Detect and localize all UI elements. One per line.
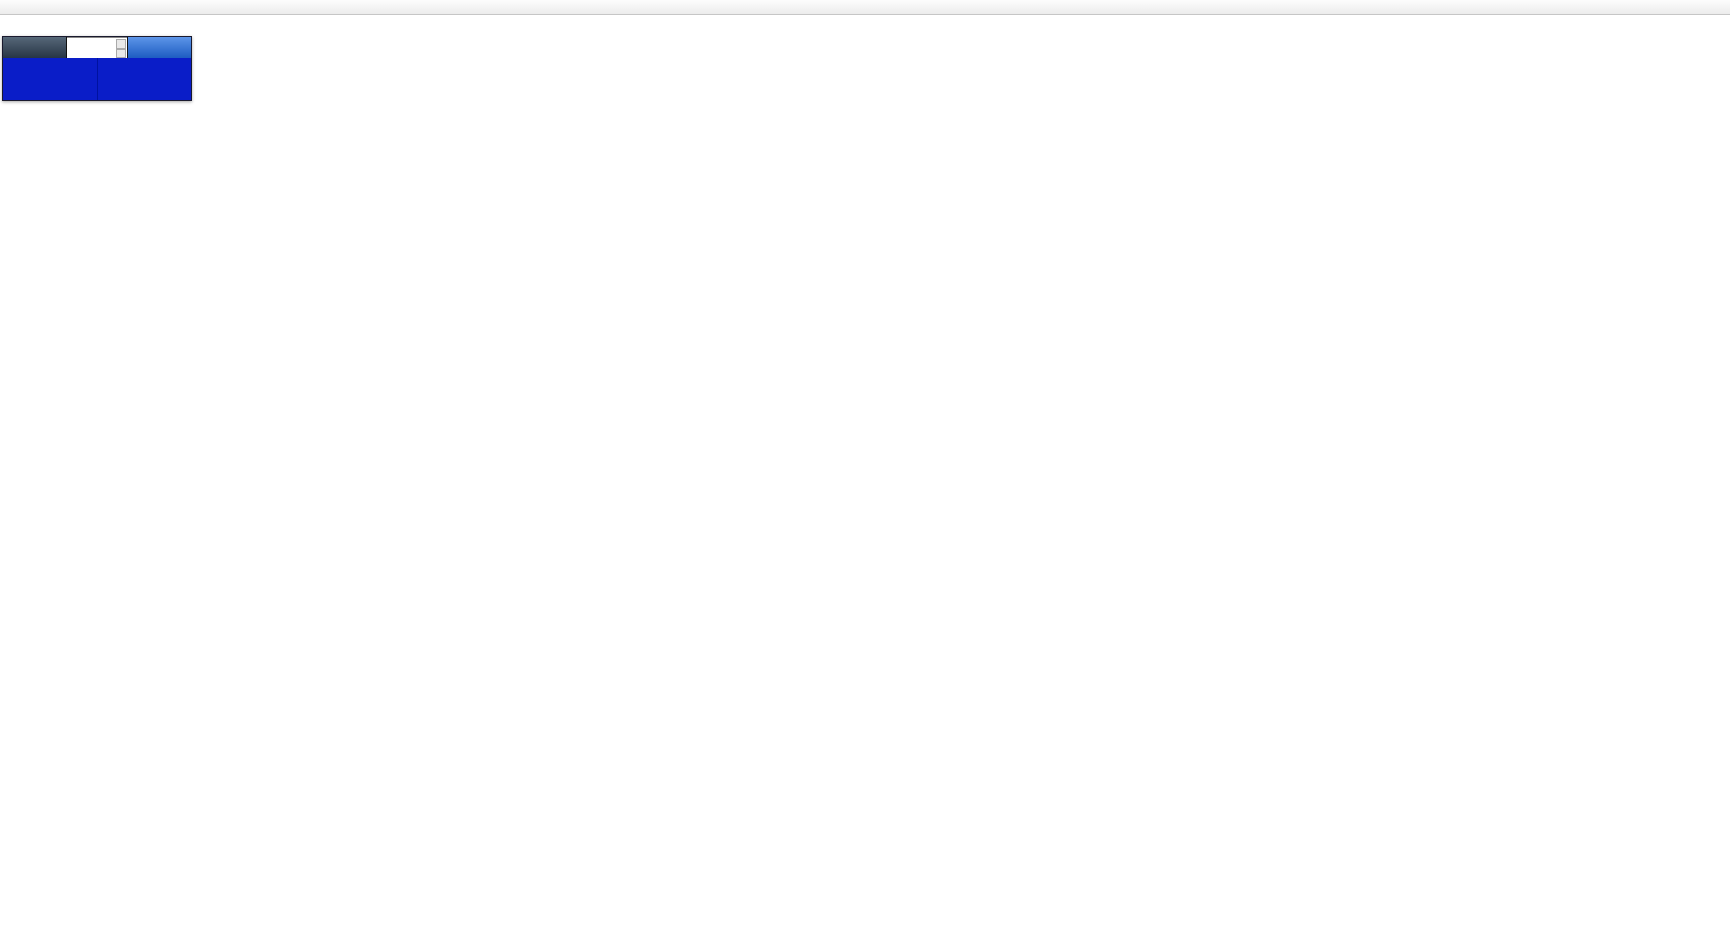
- ask-price-display[interactable]: [98, 58, 192, 100]
- sell-button[interactable]: [3, 37, 67, 58]
- volume-box: [67, 37, 127, 58]
- volume-increase-button[interactable]: [116, 39, 126, 49]
- bid-price-display[interactable]: [3, 58, 98, 100]
- one-click-trading-panel: [2, 36, 192, 101]
- volume-decrease-button[interactable]: [116, 48, 126, 58]
- top-toolbar: [0, 0, 1730, 15]
- volume-input[interactable]: [67, 38, 127, 58]
- buy-button[interactable]: [127, 37, 191, 58]
